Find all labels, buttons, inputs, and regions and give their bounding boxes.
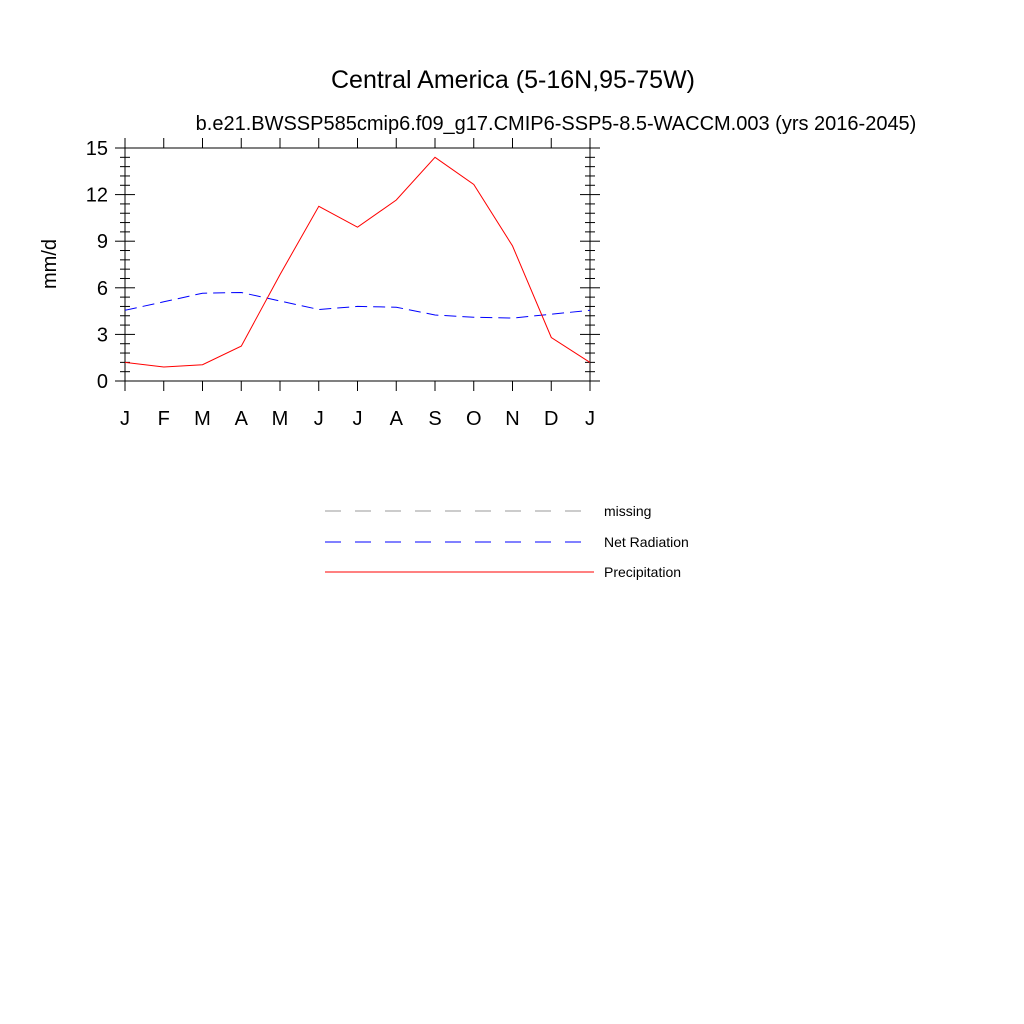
x-tick-label: D	[544, 408, 558, 430]
y-tick-label: 15	[86, 138, 108, 160]
legend-label-net-radiation: Net Radiation	[604, 534, 689, 550]
y-tick-label: 6	[97, 278, 108, 300]
x-tick-label: S	[428, 408, 441, 430]
legend-label-missing: missing	[604, 503, 651, 519]
x-tick-label: O	[466, 408, 482, 430]
x-tick-label: N	[505, 408, 519, 430]
x-tick-label: A	[390, 408, 404, 430]
y-tick-label: 12	[86, 185, 108, 207]
x-tick-label: M	[194, 408, 211, 430]
y-axis-label: mm/d	[39, 239, 61, 289]
y-tick-label: 3	[97, 324, 108, 346]
y-tick-label: 0	[97, 371, 108, 393]
x-tick-label: M	[272, 408, 289, 430]
x-tick-label: J	[120, 408, 130, 430]
x-tick-label: J	[314, 408, 324, 430]
plot-area: 0 3 6 9 12 15 J F M A M J J A S O N D J	[86, 138, 600, 430]
legend: missing Net Radiation Precipitation	[325, 503, 689, 580]
x-tick-label: F	[158, 408, 170, 430]
chart-title: Central America (5-16N,95-75W)	[331, 66, 695, 94]
x-tick-label: A	[235, 408, 249, 430]
chart-subtitle: b.e21.BWSSP585cmip6.f09_g17.CMIP6-SSP5-8…	[196, 113, 917, 135]
series-line-precipitation	[124, 156, 591, 368]
series-line-net-radiation	[124, 291, 591, 319]
x-tick-label: J	[585, 408, 595, 430]
legend-label-precipitation: Precipitation	[604, 564, 681, 580]
x-tick-label: J	[353, 408, 363, 430]
y-tick-label: 9	[97, 231, 108, 253]
